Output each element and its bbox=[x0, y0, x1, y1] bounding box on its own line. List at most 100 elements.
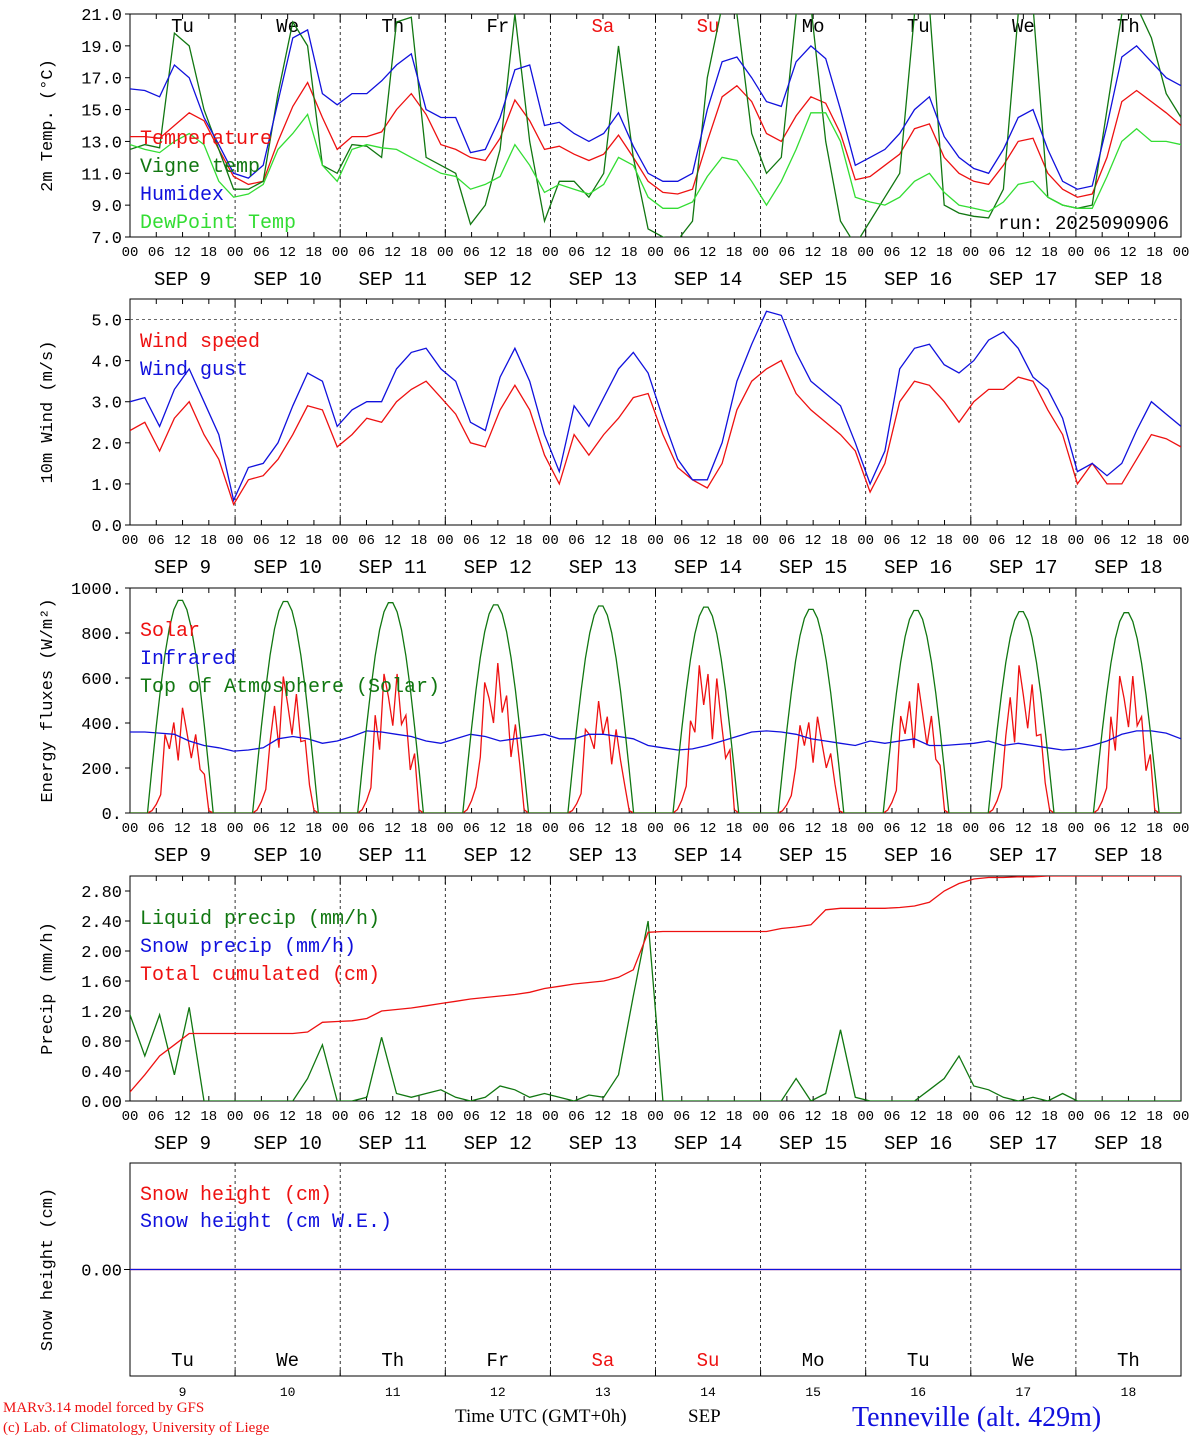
time-axis-label: Time UTC (GMT+0h) bbox=[455, 1406, 627, 1427]
x-day-label: SEP 16 bbox=[884, 557, 952, 579]
x-hour-label: 00 bbox=[962, 821, 979, 837]
x-hour-label: 06 bbox=[253, 533, 270, 549]
x-hour-label: 18 bbox=[621, 245, 638, 261]
y-tick-label: 2.0 bbox=[91, 436, 122, 455]
x-hour-label: 18 bbox=[411, 821, 428, 837]
x-hour-label: 00 bbox=[542, 533, 559, 549]
x-hour-label: 00 bbox=[542, 245, 559, 261]
x-hour-label: 00 bbox=[542, 1109, 559, 1125]
y-tick-label: 7.0 bbox=[91, 230, 122, 249]
x-hour-label: 18 bbox=[200, 245, 217, 261]
x-day-label: SEP 17 bbox=[989, 557, 1057, 579]
x-hour-label: 00 bbox=[227, 533, 244, 549]
x-hour-label: 12 bbox=[1120, 1109, 1137, 1125]
x-hour-label: 00 bbox=[332, 533, 349, 549]
x-hour-label: 06 bbox=[884, 821, 901, 837]
x-hour-label: 06 bbox=[358, 821, 375, 837]
series-group bbox=[130, 310, 1181, 507]
x-hour-label: 12 bbox=[174, 821, 191, 837]
x-day-label: SEP 14 bbox=[674, 269, 742, 291]
day-number-label: 14 bbox=[700, 1385, 716, 1400]
x-day-label: SEP 13 bbox=[569, 269, 637, 291]
x-day-label: SEP 15 bbox=[779, 269, 847, 291]
x-hour-label: 18 bbox=[306, 1109, 323, 1125]
x-day-label: SEP 9 bbox=[154, 1133, 211, 1155]
y-tick-label: 1.0 bbox=[91, 477, 122, 496]
x-hour-label: 06 bbox=[884, 533, 901, 549]
x-hour-label: 12 bbox=[1120, 821, 1137, 837]
x-hour-label: 00 bbox=[122, 533, 139, 549]
legend-entry: Temperature bbox=[140, 128, 272, 151]
x-hour-label: 00 bbox=[122, 1109, 139, 1125]
x-hour-label: 06 bbox=[358, 533, 375, 549]
series-line-total-cumulated-cm- bbox=[130, 876, 1181, 1093]
x-hour-label: 00 bbox=[647, 245, 664, 261]
x-hour-label: 18 bbox=[411, 1109, 428, 1125]
x-day-label: SEP 18 bbox=[1094, 269, 1162, 291]
x-hour-label: 00 bbox=[122, 821, 139, 837]
legend-entry: Wind speed bbox=[140, 331, 260, 354]
x-hour-label: 18 bbox=[726, 245, 743, 261]
legend-entry: Infrared bbox=[140, 648, 236, 671]
x-hour-label: 06 bbox=[989, 533, 1006, 549]
x-hour-label: 12 bbox=[489, 533, 506, 549]
x-hour-label: 00 bbox=[227, 1109, 244, 1125]
x-hour-label: 00 bbox=[962, 1109, 979, 1125]
x-day-label: SEP 17 bbox=[989, 1133, 1057, 1155]
x-day-label: SEP 12 bbox=[464, 1133, 532, 1155]
x-hour-label: 18 bbox=[1146, 533, 1163, 549]
x-hour-label: 00 bbox=[437, 1109, 454, 1125]
y-tick-label: 600. bbox=[81, 671, 122, 690]
x-hour-label: 18 bbox=[411, 533, 428, 549]
x-hour-label: 00 bbox=[1067, 245, 1084, 261]
x-day-label: SEP 11 bbox=[359, 557, 427, 579]
x-hour-label: 00 bbox=[752, 533, 769, 549]
x-hour-label: 06 bbox=[568, 821, 585, 837]
x-hour-label: 00 bbox=[332, 245, 349, 261]
x-hour-label: 00 bbox=[857, 245, 874, 261]
x-hour-label: 12 bbox=[1015, 1109, 1032, 1125]
day-name-label: Th bbox=[381, 16, 404, 38]
x-hour-label: 06 bbox=[568, 245, 585, 261]
day-name-label: We bbox=[1012, 16, 1035, 38]
x-hour-label: 06 bbox=[778, 821, 795, 837]
x-hour-label: 12 bbox=[1120, 533, 1137, 549]
day-name-label: Tu bbox=[907, 16, 930, 38]
day-name-label: Th bbox=[1117, 16, 1140, 38]
series-line-dewpoint-temp bbox=[130, 112, 1181, 213]
month-label: SEP bbox=[688, 1406, 721, 1427]
x-hour-label: 12 bbox=[910, 1109, 927, 1125]
x-hour-label: 00 bbox=[437, 821, 454, 837]
x-hour-label: 18 bbox=[200, 821, 217, 837]
x-day-label: SEP 18 bbox=[1094, 1133, 1162, 1155]
x-hour-label: 00 bbox=[122, 245, 139, 261]
legend-entry: Snow precip (mm/h) bbox=[140, 936, 356, 959]
y-tick-label: 0.00 bbox=[81, 1263, 122, 1282]
x-hour-label: 18 bbox=[936, 245, 953, 261]
x-day-label: SEP 11 bbox=[359, 845, 427, 867]
day-number-label: 10 bbox=[280, 1385, 296, 1400]
run-label: run: 2025090906 bbox=[998, 213, 1169, 235]
x-hour-label: 00 bbox=[857, 1109, 874, 1125]
x-day-label: SEP 15 bbox=[779, 1133, 847, 1155]
x-hour-label: 06 bbox=[358, 245, 375, 261]
series-line-vigne-temp bbox=[130, 14, 1181, 237]
x-hour-label: 06 bbox=[673, 245, 690, 261]
day-name-label: Th bbox=[381, 1350, 404, 1372]
x-hour-label: 12 bbox=[595, 821, 612, 837]
x-hour-label: 12 bbox=[595, 1109, 612, 1125]
x-hour-label: 00 bbox=[227, 821, 244, 837]
x-hour-label: 12 bbox=[384, 245, 401, 261]
day-name-label: We bbox=[276, 16, 299, 38]
legend-entry: Humidex bbox=[140, 184, 224, 207]
x-day-label: SEP 12 bbox=[464, 845, 532, 867]
y-tick-label: 11.0 bbox=[81, 166, 122, 185]
day-name-label: Sa bbox=[592, 16, 615, 38]
x-hour-label: 12 bbox=[805, 1109, 822, 1125]
x-hour-label: 00 bbox=[752, 245, 769, 261]
legend-entry: Solar bbox=[140, 620, 200, 643]
x-day-label: SEP 12 bbox=[464, 269, 532, 291]
x-hour-label: 18 bbox=[200, 533, 217, 549]
x-hour-label: 12 bbox=[279, 533, 296, 549]
day-number-label: 12 bbox=[490, 1385, 506, 1400]
